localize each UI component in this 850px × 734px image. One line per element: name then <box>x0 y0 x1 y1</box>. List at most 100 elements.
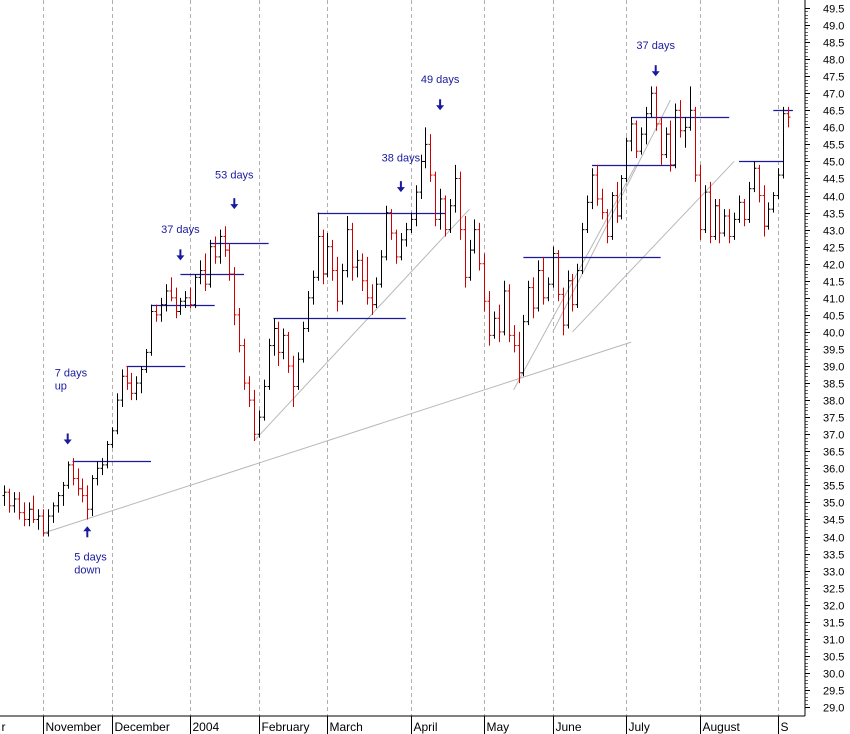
y-tick-label: 38.5 <box>823 379 844 391</box>
ohlc-bar <box>615 181 620 223</box>
ohlc-bar <box>482 253 487 312</box>
ohlc-bar <box>193 273 198 309</box>
ohlc-bar <box>46 509 51 537</box>
arrow-down-icon <box>651 71 660 77</box>
ohlc-bar <box>321 229 326 285</box>
y-tick-label: 34.5 <box>823 515 844 527</box>
ohlc-bar <box>203 253 208 292</box>
ohlc-bar <box>536 260 541 312</box>
y-axis: 49.5 49.0 48.5 48.0 47.5 47.0 46.5 46.0 45.5 45.0… <box>805 4 844 715</box>
ohlc-bar <box>115 393 120 435</box>
ohlc-bar <box>232 267 237 326</box>
ohlc-bar <box>198 260 203 285</box>
ohlc-bar <box>56 492 61 513</box>
ohlc-bar <box>664 127 669 159</box>
ohlc-bar <box>384 205 389 261</box>
ohlc-bar <box>634 120 639 159</box>
ohlc-bar <box>134 376 139 401</box>
ohlc-bar <box>502 280 507 336</box>
ohlc-bar <box>350 222 355 281</box>
y-tick-label: 37.5 <box>823 413 844 425</box>
ohlc-bar <box>409 212 414 234</box>
y-tick-label: 34.0 <box>823 533 844 545</box>
grid-lines <box>43 0 779 716</box>
ohlc-bar <box>757 164 762 203</box>
ohlc-bar <box>188 287 193 309</box>
arrow-down-icon <box>63 439 72 445</box>
y-tick-label: 47.5 <box>823 72 844 84</box>
ohlc-bar <box>394 229 399 264</box>
ohlc-bar <box>703 185 708 234</box>
ohlc-bar <box>659 117 664 165</box>
y-tick-label: 44.5 <box>823 174 844 186</box>
ohlc-bar <box>551 246 556 288</box>
ohlc-bar <box>546 277 551 302</box>
ohlc-bar <box>95 461 100 486</box>
ohlc-bar <box>433 171 438 227</box>
ohlc-bar <box>129 372 134 401</box>
x-tick-label: June <box>556 720 582 734</box>
ohlc-bar <box>786 106 791 128</box>
ohlc-bar <box>105 441 110 469</box>
x-tick-label: February <box>262 720 310 734</box>
y-tick-label: 32.0 <box>823 601 844 613</box>
ohlc-bar <box>752 161 757 193</box>
ohlc-bar <box>590 168 595 210</box>
ohlc-bar <box>619 175 624 220</box>
ohlc-bar <box>71 458 76 486</box>
ohlc-bar <box>698 164 703 240</box>
y-tick-label: 30.5 <box>823 652 844 664</box>
y-tick-label: 31.5 <box>823 618 844 630</box>
ohlc-bar <box>41 509 46 537</box>
y-tick-label: 36.0 <box>823 464 844 476</box>
y-tick-label: 40.5 <box>823 311 844 323</box>
ohlc-bar <box>169 277 174 302</box>
ohlc-bar <box>477 222 482 271</box>
ohlc-bar <box>737 195 742 223</box>
y-tick-label: 48.0 <box>823 55 844 67</box>
ohlc-bar <box>644 106 649 145</box>
ohlc-bar <box>242 338 247 390</box>
y-tick-label: 29.5 <box>823 686 844 698</box>
ohlc-bar <box>360 253 365 292</box>
ohlc-bar <box>31 495 36 523</box>
y-tick-label: 42.5 <box>823 243 844 255</box>
x-tick-label: S <box>781 720 789 734</box>
ohlc-bar <box>771 192 776 213</box>
ohlc-bar <box>178 297 183 315</box>
ohlc-bar <box>541 256 546 305</box>
annotation-label: 37 days <box>161 224 200 236</box>
ohlc-bar <box>144 348 149 373</box>
y-tick-label: 32.5 <box>823 584 844 596</box>
ohlc-bar <box>556 250 561 302</box>
ohlc-bar <box>374 277 379 309</box>
ohlc-bar <box>438 188 443 230</box>
ohlc-bar <box>453 164 458 213</box>
ohlc-bar <box>629 117 634 152</box>
y-tick-label: 49.5 <box>823 4 844 16</box>
ohlc-bar <box>252 389 257 442</box>
ohlc-bar <box>27 502 32 527</box>
y-tick-label: 39.5 <box>823 345 844 357</box>
ohlc-bar <box>183 291 188 309</box>
ohlc-bar <box>17 492 22 520</box>
ohlc-bar <box>159 297 164 322</box>
y-tick-label: 42.0 <box>823 260 844 272</box>
ohlc-bar <box>463 215 468 288</box>
ohlc-bar <box>218 229 223 264</box>
ohlc-bar <box>80 478 85 503</box>
ohlc-bar <box>213 236 218 264</box>
ohlc-bar <box>76 468 81 496</box>
annotation-label: up <box>55 380 67 392</box>
ohlc-bar <box>262 379 267 421</box>
arrow-up-icon <box>83 526 92 532</box>
ohlc-bar <box>713 198 718 240</box>
ohlc-bar <box>154 304 159 322</box>
ohlc-bar <box>110 427 115 448</box>
ohlc-bar <box>585 195 590 234</box>
ohlc-bar <box>355 250 360 278</box>
ohlc-bar <box>722 209 727 237</box>
arrow-down-icon <box>396 187 405 193</box>
y-tick-label: 43.5 <box>823 209 844 221</box>
